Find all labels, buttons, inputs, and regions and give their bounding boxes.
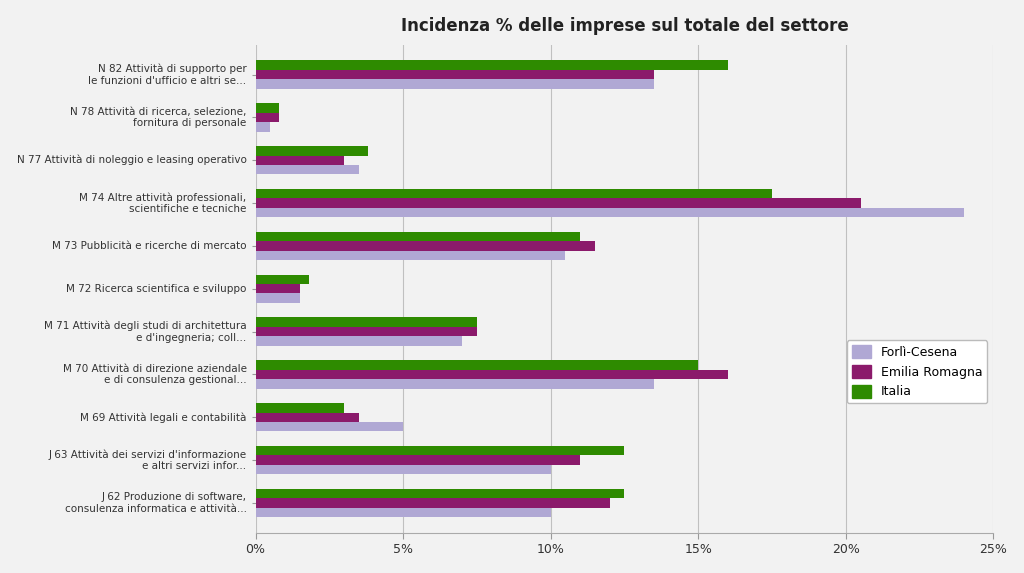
Bar xyxy=(256,198,860,208)
Bar xyxy=(256,70,654,79)
Bar xyxy=(256,189,772,198)
Bar xyxy=(256,336,462,346)
Bar xyxy=(256,456,581,465)
Bar xyxy=(256,155,344,165)
Bar xyxy=(256,465,551,474)
Bar xyxy=(256,165,358,174)
Bar xyxy=(256,241,595,250)
Bar xyxy=(256,360,698,370)
Bar xyxy=(256,446,625,456)
Bar xyxy=(256,403,344,413)
Bar xyxy=(256,122,270,132)
Legend: Forlì-Cesena, Emilia Romagna, Italia: Forlì-Cesena, Emilia Romagna, Italia xyxy=(847,340,987,403)
Bar xyxy=(256,250,565,260)
Bar xyxy=(256,208,964,217)
Bar xyxy=(256,327,477,336)
Bar xyxy=(256,60,728,70)
Bar xyxy=(256,489,625,498)
Bar xyxy=(256,103,280,113)
Bar xyxy=(256,231,581,241)
Bar xyxy=(256,146,368,155)
Bar xyxy=(256,293,300,303)
Bar xyxy=(256,79,654,89)
Bar xyxy=(256,274,308,284)
Bar xyxy=(256,284,300,293)
Title: Incidenza % delle imprese sul totale del settore: Incidenza % delle imprese sul totale del… xyxy=(400,17,848,35)
Bar xyxy=(256,498,609,508)
Bar xyxy=(256,508,551,517)
Bar xyxy=(256,113,280,122)
Bar xyxy=(256,413,358,422)
Bar xyxy=(256,317,477,327)
Bar xyxy=(256,422,403,431)
Bar xyxy=(256,379,654,388)
Bar xyxy=(256,370,728,379)
